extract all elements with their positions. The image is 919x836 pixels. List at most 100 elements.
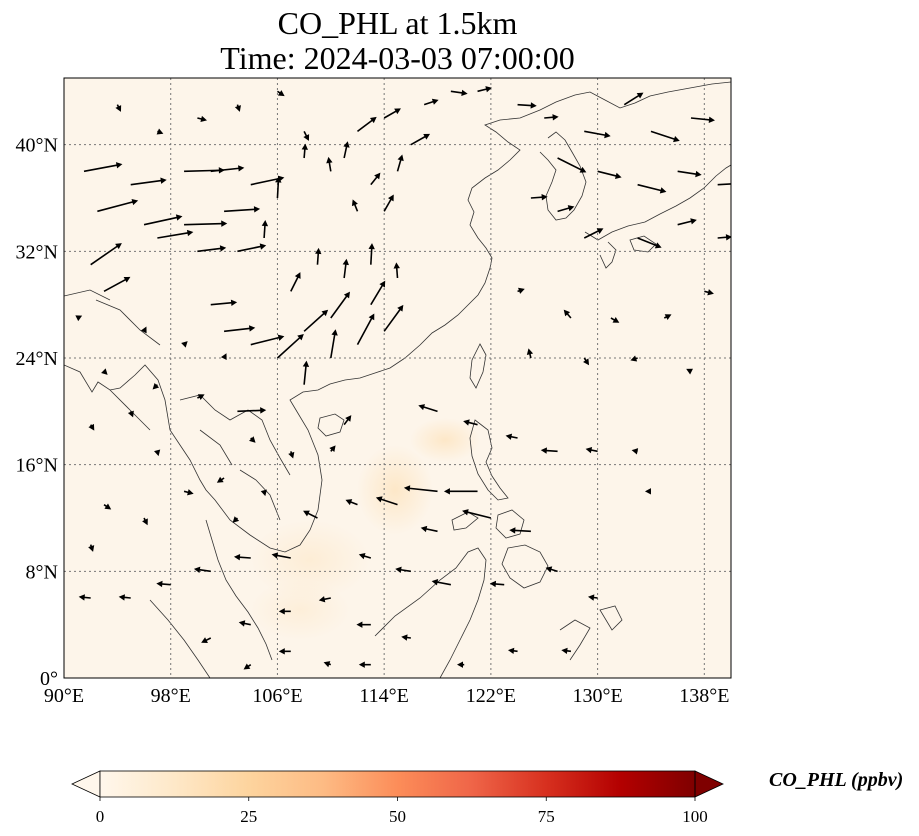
wind-arrow xyxy=(418,404,438,413)
wind-arrow xyxy=(197,394,205,400)
wind-arrow xyxy=(330,329,338,359)
wind-arrow xyxy=(152,382,160,390)
colorbar-max-extension xyxy=(694,770,724,798)
wind-arrow xyxy=(544,114,559,121)
wind-arrow xyxy=(396,154,404,172)
wind-arrow xyxy=(103,276,131,293)
y-tick-label: 16°N xyxy=(16,455,58,477)
wind-arrow xyxy=(127,410,134,418)
x-tick-labels: 90°E 98°E 106°E 114°E 122°E 130°E 138°E xyxy=(44,685,730,707)
wind-arrow xyxy=(83,162,123,173)
wind-arrow xyxy=(345,499,358,506)
y-tick-label: 8°N xyxy=(26,561,58,583)
wind-arrow xyxy=(184,220,228,227)
wind-arrow xyxy=(530,194,548,201)
wind-arrow xyxy=(563,309,572,319)
wind-arrow xyxy=(232,516,240,523)
y-tick-label: 0° xyxy=(40,668,58,690)
x-tick-label: 98°E xyxy=(151,685,191,707)
wind-arrow xyxy=(383,108,401,119)
wind-arrow xyxy=(330,291,350,319)
x-tick-label: 122°E xyxy=(466,685,516,707)
wind-arrow xyxy=(540,447,558,454)
wind-arrow xyxy=(370,172,381,186)
wind-arrow xyxy=(462,509,492,519)
wind-arrow xyxy=(197,245,227,253)
colorbar-min-extension xyxy=(71,770,101,798)
wind-arrow xyxy=(583,357,590,366)
wind-arrow xyxy=(201,637,212,643)
wind-arrow xyxy=(517,287,525,294)
wind-arrow xyxy=(154,449,161,457)
wind-arrow xyxy=(358,553,372,560)
wind-arrow xyxy=(358,661,371,668)
wind-arrow xyxy=(88,544,95,552)
wind-arrow xyxy=(210,299,238,306)
wind-arrow xyxy=(585,446,598,454)
wind-arrow xyxy=(401,634,411,641)
wind-arrow xyxy=(368,243,375,265)
wind-arrow xyxy=(677,218,697,226)
wind-arrow xyxy=(271,552,291,559)
colorbar-gradient xyxy=(100,771,695,797)
wind-arrow xyxy=(210,165,245,173)
y-tick-label: 40°N xyxy=(16,135,58,157)
wind-arrow xyxy=(237,243,267,253)
wind-arrow xyxy=(375,496,398,506)
wind-arrow xyxy=(278,648,291,655)
wind-arrow xyxy=(143,214,183,226)
colorbar: 0 25 50 75 100 xyxy=(71,770,724,826)
wind-arrow xyxy=(260,489,267,497)
wind-arrow xyxy=(351,199,359,212)
wind-arrow xyxy=(288,451,295,459)
colorbar-tick-label: 25 xyxy=(240,807,257,826)
wind-arrow xyxy=(644,488,651,495)
wind-arrow xyxy=(157,229,194,239)
wind-arrow xyxy=(489,580,505,588)
wind-arrow xyxy=(403,485,438,493)
wind-arrow xyxy=(275,176,282,199)
wind-arrow xyxy=(216,476,225,483)
wind-arrow xyxy=(193,566,211,573)
wind-arrow xyxy=(237,407,267,414)
wind-arrow xyxy=(463,419,478,426)
wind-arrow xyxy=(545,566,558,573)
wind-arrow xyxy=(704,289,714,296)
wind-arrow xyxy=(395,566,411,574)
wind-arrow xyxy=(238,620,251,627)
wind-arrow xyxy=(318,596,331,603)
wind-arrow xyxy=(183,489,194,496)
wind-arrow xyxy=(637,237,662,249)
wind-arrow xyxy=(423,98,439,106)
wind-arrow xyxy=(181,341,188,348)
wind-arrow xyxy=(505,433,518,440)
wind-arrow xyxy=(115,104,122,112)
y-tick-labels: 0° 8°N 16°N 24°N 32°N 40°N xyxy=(16,135,58,690)
wind-arrow xyxy=(276,90,285,97)
wind-arrow xyxy=(278,608,291,615)
wind-arrow xyxy=(88,423,95,431)
wind-arrow xyxy=(517,102,537,109)
wind-arrow xyxy=(410,133,431,146)
gridlines xyxy=(64,78,731,678)
wind-arrow xyxy=(249,436,256,443)
wind-arrow xyxy=(156,580,171,588)
map-time: Time: 2024-03-03 07:00:00 xyxy=(220,40,575,76)
wind-arrow xyxy=(637,183,667,194)
wind-arrow xyxy=(140,326,147,334)
wind-arrow xyxy=(142,517,148,526)
wind-arrow xyxy=(342,258,349,279)
wind-arrow xyxy=(597,170,622,179)
wind-arrow xyxy=(584,130,611,139)
wind-arrow xyxy=(103,503,112,510)
wind-arrow xyxy=(526,348,534,359)
wind-arrow xyxy=(588,594,598,601)
wind-arrow xyxy=(224,206,261,213)
x-tick-label: 106°E xyxy=(252,685,302,707)
map-axes: 90°E 98°E 106°E 114°E 122°E 130°E 138°E 0° 8°N 1… xyxy=(16,77,732,707)
colorbar-tick-label: 50 xyxy=(389,807,406,826)
wind-arrow xyxy=(234,104,241,112)
wind-arrow xyxy=(156,128,164,135)
wind-arrow xyxy=(243,663,252,670)
